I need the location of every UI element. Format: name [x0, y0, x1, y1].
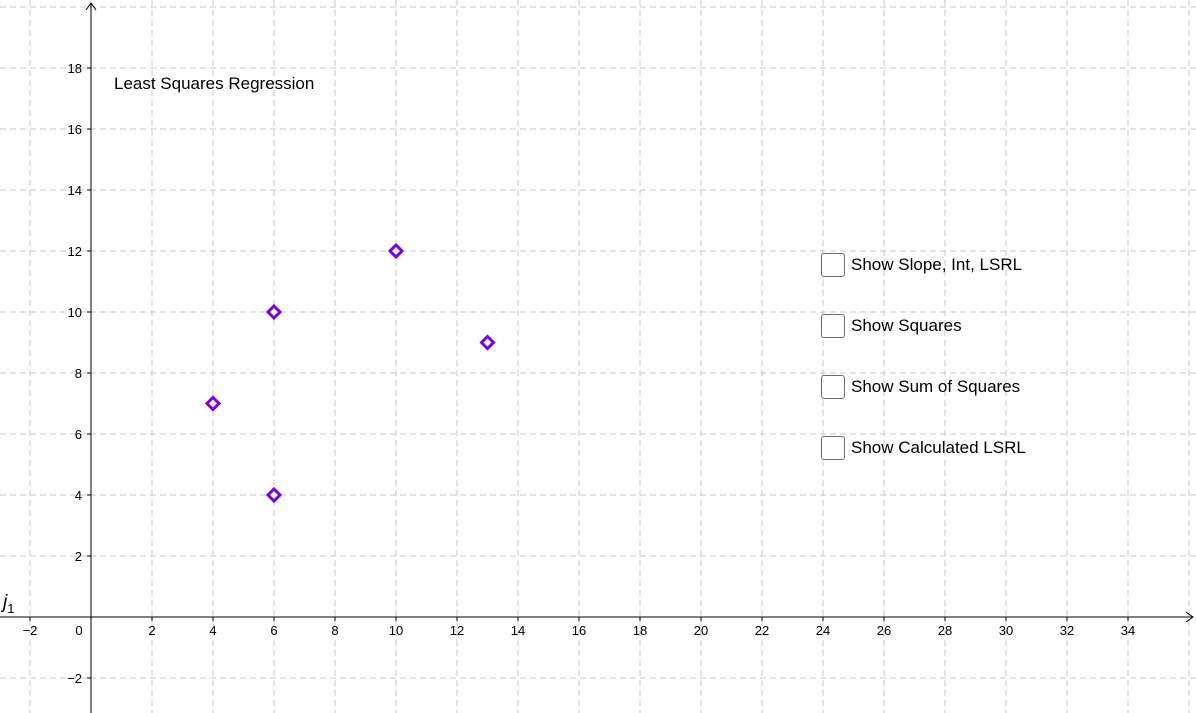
x-tick-label: 6 [270, 623, 277, 638]
x-tick-label: 14 [511, 623, 525, 638]
x-tick-label: 20 [694, 623, 708, 638]
y-axis-arrow [85, 2, 97, 11]
x-tick-label: −2 [23, 623, 38, 638]
line-label-name: j [3, 592, 8, 613]
y-tick-label: 18 [68, 61, 82, 76]
x-tick-label: 8 [331, 623, 338, 638]
x-tick-label: 2 [148, 623, 155, 638]
y-tick-label: 2 [75, 549, 82, 564]
y-tick-label: 4 [75, 488, 82, 503]
checkbox-box[interactable] [821, 436, 845, 460]
checkbox-box[interactable] [821, 314, 845, 338]
data-point-diamond[interactable] [265, 486, 283, 504]
x-tick-label: 26 [877, 623, 891, 638]
data-point-diamond[interactable] [479, 334, 496, 351]
y-tick-label: 6 [75, 427, 82, 442]
checkbox-box[interactable] [821, 375, 845, 399]
data-point-diamond[interactable] [204, 395, 222, 412]
tick-labels: 0−2 2 4 6 8 10 12 14 16 18 20 22 24 26 28 30 32 34−224681… [23, 61, 1136, 686]
show-sum-of-squares-checkbox[interactable]: Show Sum of Squares [821, 373, 1020, 401]
origin-tick-label: 0 [75, 623, 82, 638]
line-label-subscript: 1 [7, 600, 15, 616]
checkbox-label[interactable]: Show Slope, Int, LSRL [851, 255, 1023, 274]
x-tick-label: 28 [938, 623, 952, 638]
x-tick-label: 34 [1121, 623, 1135, 638]
y-tick-label: 12 [68, 244, 82, 259]
y-tick-label: 8 [75, 366, 82, 381]
x-tick-label: 22 [755, 623, 769, 638]
x-tick-label: 30 [999, 623, 1013, 638]
show-squares-checkbox[interactable]: Show Squares [821, 312, 962, 340]
show-slope-int-lsrl-checkbox[interactable]: Show Slope, Int, LSRL [821, 251, 1022, 279]
data-points[interactable] [204, 242, 496, 504]
x-axis-arrow [1185, 611, 1194, 623]
checkbox-box[interactable] [821, 253, 845, 277]
checkbox-label[interactable]: Show Sum of Squares [851, 377, 1021, 396]
data-point-diamond[interactable] [387, 242, 405, 260]
show-calculated-lsrl-checkbox[interactable]: Show Calculated LSRL [821, 434, 1026, 462]
x-tick-label: 18 [633, 623, 647, 638]
x-tick-label: 32 [1060, 623, 1074, 638]
data-point-diamond[interactable] [265, 303, 283, 321]
y-tick-label: −2 [67, 671, 82, 686]
x-tick-label: 24 [816, 623, 830, 638]
x-tick-label: 16 [572, 623, 586, 638]
checkbox-label[interactable]: Show Calculated LSRL [851, 438, 1026, 457]
x-tick-label: 12 [450, 623, 464, 638]
checkbox-label[interactable]: Show Squares [851, 316, 962, 335]
y-tick-label: 10 [68, 305, 82, 320]
x-tick-label: 4 [209, 623, 216, 638]
graph-title-text: Least Squares Regression [114, 74, 315, 93]
x-tick-label: 10 [389, 623, 403, 638]
y-tick-label: 14 [68, 183, 82, 198]
line-label-j1: j1 [3, 592, 14, 616]
y-tick-label: 16 [68, 122, 82, 137]
